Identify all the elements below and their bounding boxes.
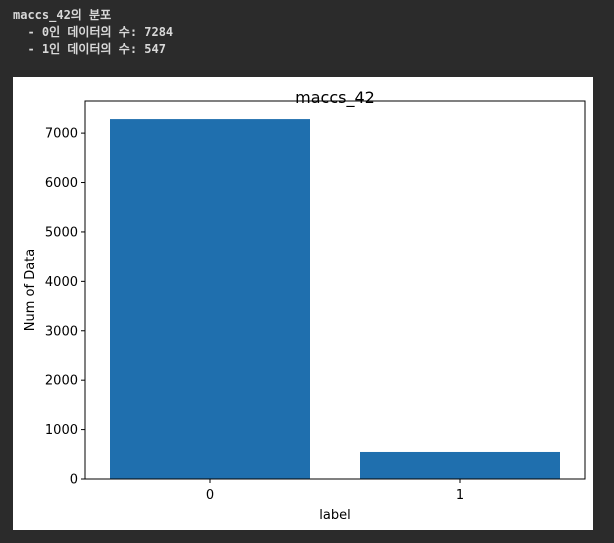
- console-output: maccs_42의 분포 - 0인 데이터의 수: 7284 - 1인 데이터의…: [13, 7, 173, 58]
- y-tick-label-0: 0: [70, 473, 78, 488]
- y-tick-label-1000: 1000: [45, 423, 78, 438]
- plot-frame: [84, 100, 586, 480]
- y-axis-ticks: 0 1000 2000 3000 4000 5000 6000 7000: [45, 127, 85, 488]
- y-tick-label-4000: 4000: [45, 275, 78, 290]
- y-axis-label: Num of Data: [23, 249, 38, 331]
- x-tick-label-1: 1: [456, 488, 464, 503]
- y-tick-label-7000: 7000: [45, 127, 78, 142]
- chart-title: maccs_42: [295, 88, 375, 108]
- bar-chart: maccs_42 0 1000 2000 3000 4000 5000 6000 7000 0…: [23, 88, 586, 523]
- console-line-count-0: - 0인 데이터의 수: 7284: [13, 25, 174, 39]
- y-tick-label-3000: 3000: [45, 324, 78, 339]
- y-tick-label-2000: 2000: [45, 374, 78, 389]
- y-tick-label-6000: 6000: [45, 176, 78, 191]
- bar-1: [360, 451, 560, 479]
- console-line-title: maccs_42의 분포: [13, 8, 112, 22]
- chart-figure: maccs_42 0 1000 2000 3000 4000 5000 6000 7000 0…: [13, 77, 593, 530]
- x-tick-label-0: 0: [206, 488, 214, 503]
- y-tick-label-5000: 5000: [45, 225, 78, 240]
- bars-group: [110, 119, 560, 479]
- console-line-count-1: - 1인 데이터의 수: 547: [13, 42, 166, 56]
- x-axis-label: label: [319, 508, 350, 523]
- bar-0: [110, 119, 310, 479]
